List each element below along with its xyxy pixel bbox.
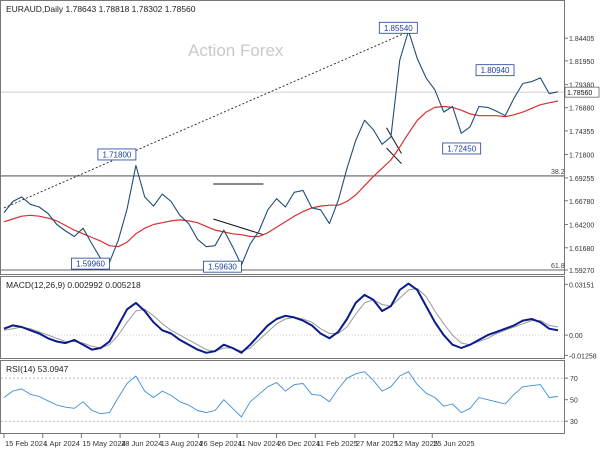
price-y-tick-label: 1.74355	[569, 129, 594, 136]
x-tick-label: 11 Nov 2024	[238, 439, 280, 448]
macd-plot	[1, 282, 564, 354]
triangle-lower-line	[213, 218, 264, 236]
watermark: Action Forex	[188, 41, 284, 60]
price-y-tick-label: 1.76880	[569, 106, 594, 113]
price-y-tick-label: 1.69255	[569, 176, 594, 183]
price-y-tick-label: 1.71800	[569, 152, 594, 159]
x-tick-label: 11 Feb 2025	[316, 439, 358, 448]
price-y-tick-label: 1.66780	[569, 199, 594, 206]
price-header: EURAUD,Daily 1.78643 1.78818 1.78302 1.7…	[6, 4, 196, 14]
macd-y-tick-label: 0.03151	[569, 282, 594, 289]
macd-y-tick-label: -0.01258	[569, 353, 597, 360]
rsi-panel-frame	[0, 360, 565, 434]
axes: 1.84405 1.81950 1.79380 1.76880 1.74355 1.718…	[3, 36, 600, 448]
annotation-label: 1.71800	[102, 150, 131, 159]
x-tick-label: 28 Jun 2024	[121, 439, 162, 448]
price-y-tick-label: 1.61680	[569, 246, 594, 253]
fib-label-61-8: 61.8	[551, 263, 565, 270]
current-price-label: 1.78560	[567, 90, 592, 97]
annotation-box	[378, 21, 418, 34]
x-tick-label: 26 Dec 2024	[278, 439, 321, 448]
rsi-y-tick-label: 50	[570, 398, 578, 405]
long-term-trendline	[3, 27, 418, 209]
flag-upper-line	[386, 127, 402, 154]
price-y-tick-label: 1.84405	[569, 36, 594, 43]
price-y-tick-label: 1.79380	[569, 83, 594, 90]
annotation-label: 1.72450	[447, 144, 476, 153]
rsi-line	[3, 371, 559, 418]
annotation-box	[97, 148, 137, 161]
macd-line	[3, 282, 559, 354]
annotation-box	[475, 64, 515, 77]
price-line	[3, 30, 559, 266]
annotation-label: 1.85540	[384, 24, 413, 33]
rsi-plot	[1, 371, 564, 422]
annotation-box	[442, 142, 482, 155]
x-tick-label: 12 May 2025	[395, 439, 438, 448]
macd-label: MACD(12,26,9) 0.002992 0.005218	[6, 280, 141, 290]
price-plot: 38.2 61.8 1.85540 1.80940 1.72450 1.71800 1.59…	[1, 21, 565, 273]
x-tick-label: 26 Sep 2024	[199, 439, 242, 448]
x-tick-label: 15 Feb 2024	[5, 439, 47, 448]
price-panel-frame	[0, 0, 565, 275]
x-tick-label: 1 Apr 2024	[44, 439, 80, 448]
current-price-marker	[564, 86, 600, 98]
price-y-tick-label: 1.81950	[569, 59, 594, 66]
annotation-label: 1.59960	[76, 260, 105, 269]
price-y-tick-label: 1.59270	[569, 268, 594, 275]
macd-signal-line	[3, 287, 559, 352]
annotation-box	[71, 257, 110, 270]
fib-label-38-2: 38.2	[551, 169, 565, 176]
rsi-y-tick-label: 30	[570, 419, 578, 426]
annotation-box	[203, 260, 242, 273]
annotation-label: 1.59630	[208, 263, 237, 272]
price-y-tick-label: 1.64200	[569, 223, 594, 230]
x-tick-label: 15 May 2024	[82, 439, 125, 448]
rsi-label: RSI(14) 53.0947	[6, 364, 69, 374]
x-tick-label: 27 Mar 2025	[356, 439, 398, 448]
ma-line	[3, 100, 559, 248]
rsi-y-tick-label: 70	[570, 376, 578, 383]
macd-y-tick-label: 0.00	[569, 333, 583, 340]
annotation-label: 1.80940	[481, 66, 510, 75]
x-tick-label: 25 Jun 2025	[433, 439, 474, 448]
x-tick-label: 13 Aug 2024	[161, 439, 203, 448]
